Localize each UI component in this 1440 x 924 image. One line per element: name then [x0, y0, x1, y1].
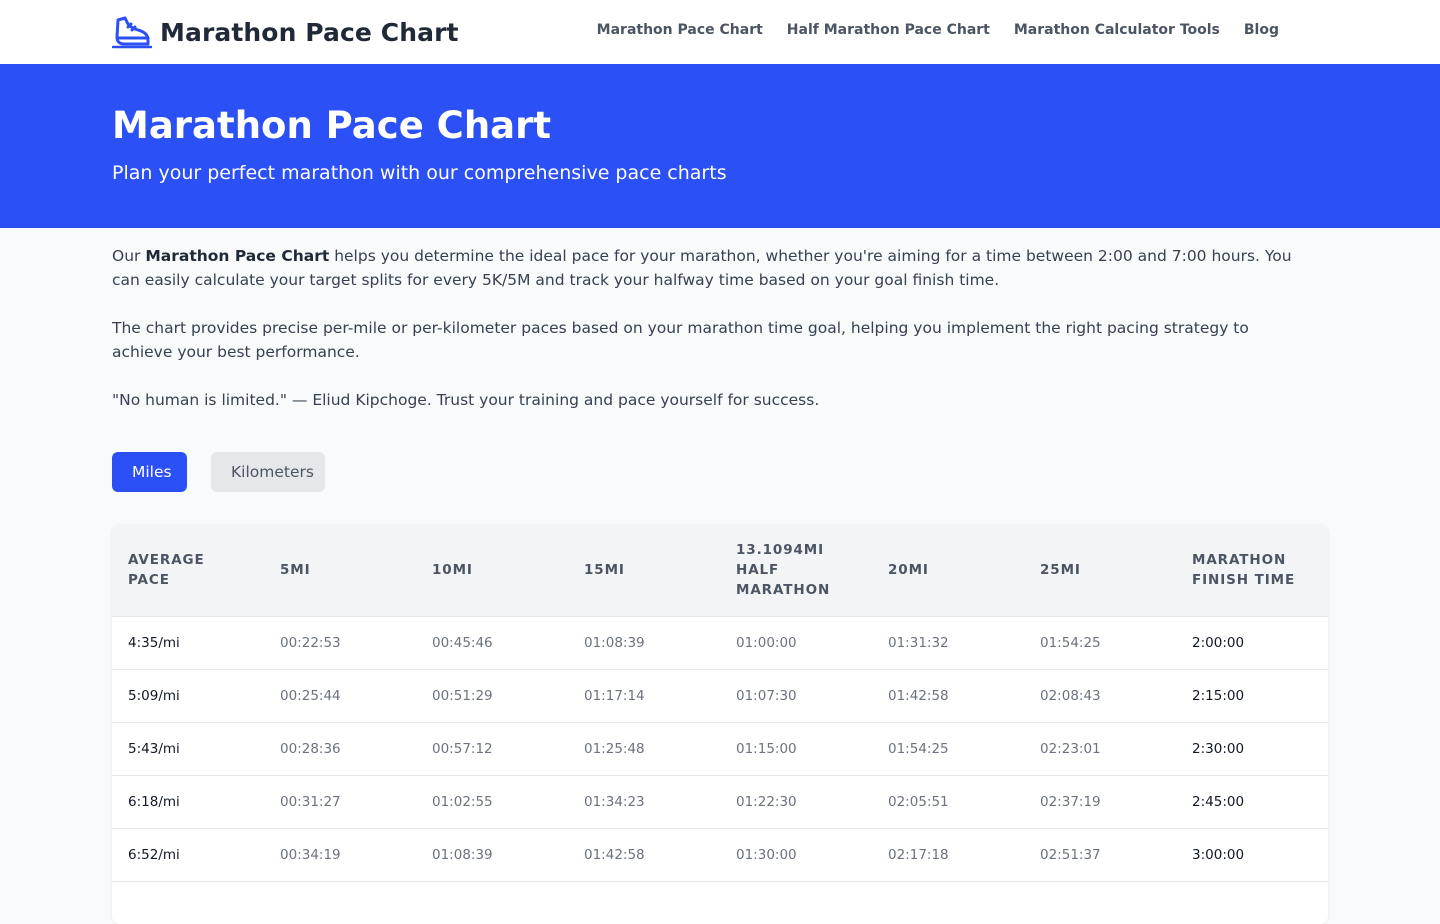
table-cell: 01:42:58	[872, 668, 1024, 722]
pace-table: Average Pace 5mi 10mi 15mi 13.1094mi Hal…	[112, 524, 1328, 924]
table-row: 4:35/mi 00:22:53 00:45:46 01:08:39 01:00…	[112, 615, 1328, 669]
table-cell: 01:42:58	[568, 827, 720, 881]
column-header: 20mi	[888, 561, 929, 578]
table-cell: 00:25:44	[264, 668, 416, 722]
table-cell: 00:51:29	[416, 668, 568, 722]
column-header: 15mi	[584, 561, 625, 578]
table-cell: 00:45:46	[416, 615, 568, 669]
table-cell: 00:57:12	[416, 721, 568, 775]
table-cell: 02:05:51	[872, 774, 1024, 828]
table-cell: 6:18/mi	[112, 774, 264, 828]
table-cell: 4:35/mi	[112, 615, 264, 669]
table-cell: 01:25:48	[568, 721, 720, 775]
intro-highlight: Marathon Pace Chart	[145, 247, 330, 265]
column-header: Average Pace	[128, 551, 205, 588]
table-row: 5:43/mi 00:28:36 00:57:12 01:25:48 01:15…	[112, 721, 1328, 775]
kilometers-toggle-button[interactable]: Kilometers	[211, 452, 325, 492]
table-cell: 2:15:00	[1176, 668, 1328, 722]
column-header: 25mi	[1040, 561, 1081, 578]
table-cell: 2:30:00	[1176, 721, 1328, 775]
table-cell: 00:28:36	[264, 721, 416, 775]
pace-table-card: Average Pace 5mi 10mi 15mi 13.1094mi Hal…	[112, 524, 1328, 924]
table-row: 6:18/mi 00:31:27 01:02:55 01:34:23 01:22…	[112, 774, 1328, 828]
table-cell: 2:00:00	[1176, 615, 1328, 669]
table-cell: 01:02:55	[416, 774, 568, 828]
running-shoe-icon	[112, 16, 152, 49]
table-cell: 01:07:30	[720, 668, 872, 722]
table-cell: 5:43/mi	[112, 721, 264, 775]
table-cell: 01:34:23	[568, 774, 720, 828]
table-cell: 5:09/mi	[112, 668, 264, 722]
column-header: 10mi	[432, 561, 473, 578]
table-row-partial	[112, 880, 1328, 924]
brand-name: Marathon Pace Chart	[160, 17, 459, 47]
column-header: 5mi	[280, 561, 311, 578]
table-cell: 02:37:19	[1024, 774, 1176, 828]
hero-banner: Marathon Pace Chart Plan your perfect ma…	[0, 64, 1440, 228]
page-title: Marathon Pace Chart	[112, 104, 552, 147]
table-cell: 01:17:14	[568, 668, 720, 722]
table-row: 5:09/mi 00:25:44 00:51:29 01:17:14 01:07…	[112, 668, 1328, 722]
table-cell: 01:08:39	[568, 615, 720, 669]
table-cell: 00:34:19	[264, 827, 416, 881]
nav-marathon-pace-chart[interactable]: Marathon Pace Chart	[596, 22, 763, 38]
table-cell: 2:45:00	[1176, 774, 1328, 828]
table-cell: 01:22:30	[720, 774, 872, 828]
table-cell: 01:15:00	[720, 721, 872, 775]
table-cell: 02:08:43	[1024, 668, 1176, 722]
table-row: 6:52/mi 00:34:19 01:08:39 01:42:58 01:30…	[112, 827, 1328, 881]
intro-quote: "No human is limited." — Eliud Kipchoge.…	[112, 391, 820, 409]
intro-paragraph-2: The chart provides precise per-mile or p…	[112, 319, 1249, 361]
nav-marathon-calculator-tools[interactable]: Marathon Calculator Tools	[1013, 22, 1220, 38]
miles-toggle-button[interactable]: Miles	[112, 452, 187, 492]
column-header: 13.1094mi Half Marathon	[736, 541, 831, 598]
brand-link[interactable]: Marathon Pace Chart	[112, 14, 459, 50]
table-header-row: Average Pace 5mi 10mi 15mi 13.1094mi Hal…	[112, 524, 1328, 616]
table-cell: 3:00:00	[1176, 827, 1328, 881]
column-header: Marathon Finish Time	[1192, 551, 1296, 588]
table-cell: 01:54:25	[1024, 615, 1176, 669]
table-cell: 02:51:37	[1024, 827, 1176, 881]
nav-blog[interactable]: Blog	[1243, 22, 1279, 38]
table-cell: 01:54:25	[872, 721, 1024, 775]
table-cell: 01:30:00	[720, 827, 872, 881]
table-cell: 01:00:00	[720, 615, 872, 669]
page-subtitle: Plan your perfect marathon with our comp…	[112, 162, 727, 184]
table-cell: 00:31:27	[264, 774, 416, 828]
table-cell: 6:52/mi	[112, 827, 264, 881]
table-cell: 02:23:01	[1024, 721, 1176, 775]
top-navbar: Marathon Pace Chart Marathon Pace Chart …	[0, 0, 1440, 64]
intro-paragraph-1: Our Marathon Pace Chart helps you determ…	[112, 247, 1292, 289]
intro-text: Our Marathon Pace Chart helps you determ…	[112, 244, 1312, 436]
main-nav: Marathon Pace Chart Half Marathon Pace C…	[573, 22, 1279, 38]
table-cell: 01:31:32	[872, 615, 1024, 669]
table-cell: 01:08:39	[416, 827, 568, 881]
table-cell: 02:17:18	[872, 827, 1024, 881]
table-cell: 00:22:53	[264, 615, 416, 669]
nav-half-marathon-pace-chart[interactable]: Half Marathon Pace Chart	[786, 22, 990, 38]
